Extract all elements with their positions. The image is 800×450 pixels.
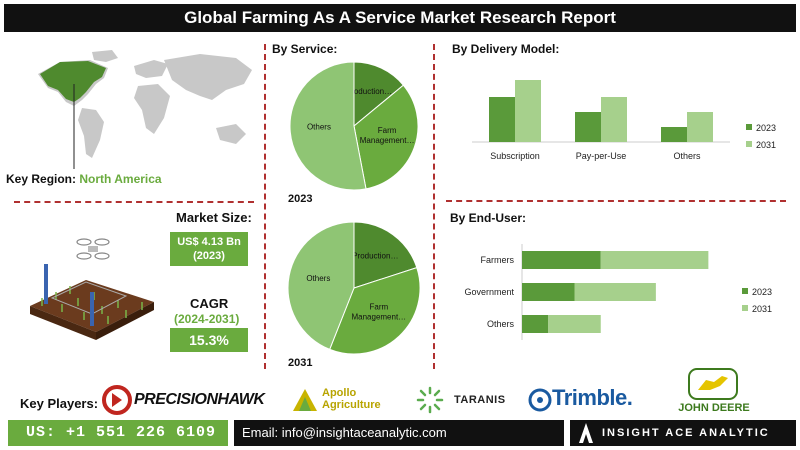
- end-user-bar-2023-1: [522, 283, 575, 301]
- market-size-box: US$ 4.13 Bn (2023): [170, 232, 248, 266]
- key-region-label: Key Region:: [6, 172, 77, 186]
- smart-farm-illustration: [30, 238, 154, 340]
- pie-2023-slice-1: [353, 84, 419, 190]
- pie-2023-slice-label-2: Others: [307, 122, 331, 131]
- divider-left-horizontal: [14, 201, 254, 203]
- pie-2023-year-label: 2023: [288, 193, 312, 204]
- divider-left: [264, 44, 266, 369]
- divider-right-horizontal: [446, 200, 786, 202]
- key-region-value: North America: [79, 172, 162, 186]
- trimble-icon: [528, 388, 552, 412]
- pie-2031-slice-label-1: Farm Management…: [351, 302, 406, 321]
- trimble-text: Trimble.: [552, 385, 633, 410]
- end-user-bar-2031-1: [574, 283, 656, 301]
- by-delivery-label: By Delivery Model:: [452, 42, 560, 56]
- pie-2031-year-label: 2031: [288, 357, 312, 369]
- by-service-label: By Service:: [272, 42, 338, 56]
- pie-2031-slice-label-0: Production…: [352, 252, 398, 261]
- player-logo-john-deere: JOHN DEERE: [664, 368, 764, 414]
- delivery-bar-2023-0: [489, 97, 515, 142]
- end-user-category-label-0: Farmers: [481, 255, 515, 265]
- delivery-bar-2031-2: [687, 112, 713, 142]
- pie-2031-slice-2: [287, 221, 355, 351]
- delivery-model-bar-chart: Subscription Pay-per-Use Others 2023 2031: [472, 80, 776, 161]
- player-logo-taranis: TARANIS: [416, 386, 516, 414]
- player-logo-trimble: Trimble.: [528, 385, 648, 415]
- insight-ace-logo-icon: [579, 423, 593, 443]
- end-user-bar-2031-0: [600, 251, 709, 269]
- world-map: [38, 50, 252, 169]
- cagr-value: 15.3%: [170, 328, 248, 352]
- taranis-icon: [416, 386, 444, 414]
- footer-phone[interactable]: US: +1 551 226 6109: [8, 420, 228, 446]
- pie-2031-slice-0: [353, 221, 418, 289]
- end-user-legend-label-2023: 2023: [752, 287, 772, 297]
- divider-right: [433, 44, 435, 369]
- footer-email[interactable]: Email: info@insightaceanalytic.com: [234, 420, 564, 446]
- pie-2023-slice-label-0: Production…: [346, 87, 392, 96]
- delivery-legend-swatch-2031: [746, 141, 752, 147]
- end-user-category-label-1: Government: [464, 287, 514, 297]
- delivery-bar-2023-2: [661, 127, 687, 142]
- footer-brand: INSIGHT ACE ANALYTIC: [570, 420, 796, 446]
- delivery-category-label-2: Others: [673, 151, 701, 161]
- john-deere-icon: [688, 368, 738, 400]
- delivery-bar-2031-1: [601, 97, 627, 142]
- end-user-bar-chart: Farmers Government Others 2023 2031: [464, 244, 772, 340]
- end-user-legend-label-2031: 2031: [752, 304, 772, 314]
- end-user-bar-2023-2: [522, 315, 549, 333]
- delivery-legend-label-2031: 2031: [756, 140, 776, 150]
- end-user-legend-swatch-2031: [742, 305, 748, 311]
- end-user-legend-swatch-2023: [742, 288, 748, 294]
- delivery-category-label-0: Subscription: [490, 151, 540, 161]
- footer-brand-text: INSIGHT ACE ANALYTIC: [602, 427, 770, 439]
- market-size-label: Market Size:: [176, 210, 252, 225]
- player-logo-precisionhawk: PRECISIONHAWK: [102, 385, 282, 415]
- precisionhawk-text: PRECISIONHAWK: [134, 391, 265, 408]
- market-size-value: US$ 4.13 Bn: [177, 236, 241, 248]
- apollo-text: Apollo Agriculture: [322, 387, 381, 411]
- cagr-period: (2024-2031): [174, 312, 240, 326]
- key-region-row: Key Region: North America: [6, 172, 162, 186]
- delivery-legend-swatch-2023: [746, 124, 752, 130]
- key-players-label: Key Players:: [20, 396, 99, 411]
- delivery-bar-2023-1: [575, 112, 601, 142]
- report-title: Global Farming As A Service Market Resea…: [4, 4, 796, 32]
- by-end-user-label: By End-User:: [450, 211, 527, 225]
- precisionhawk-icon: [102, 385, 132, 415]
- delivery-category-label-1: Pay-per-Use: [576, 151, 627, 161]
- delivery-bar-2031-0: [515, 80, 541, 142]
- service-pie-chart-2023: Production… Farm Management… Others 2023: [288, 61, 419, 204]
- end-user-bar-2031-2: [548, 315, 601, 333]
- apollo-icon: [293, 389, 317, 411]
- pie-2023-slice-0: [353, 61, 405, 128]
- john-deere-text: JOHN DEERE: [678, 402, 750, 414]
- delivery-legend-label-2023: 2023: [756, 123, 776, 133]
- pie-2031-slice-label-2: Others: [306, 274, 330, 283]
- pie-2023-slice-label-1: Farm Management…: [360, 126, 415, 145]
- service-pie-chart-2031: Production… Farm Management… Others 2031: [287, 221, 421, 369]
- pie-2023-slice-2: [289, 61, 367, 191]
- taranis-text: TARANIS: [454, 394, 506, 406]
- cagr-label: CAGR: [190, 296, 229, 311]
- end-user-bar-2023-0: [522, 251, 601, 269]
- end-user-category-label-2: Others: [487, 319, 515, 329]
- market-size-year: (2023): [193, 250, 225, 262]
- pie-2031-slice-1: [329, 266, 421, 355]
- player-logo-apollo: Apollo Agriculture: [292, 385, 402, 415]
